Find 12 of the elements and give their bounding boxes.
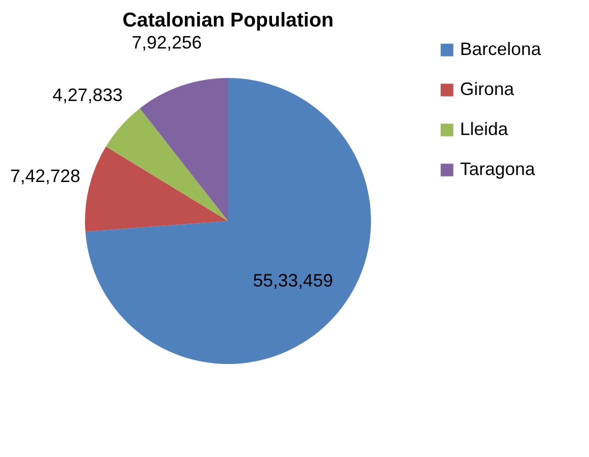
legend-label: Taragona — [460, 159, 536, 179]
pie-slice — [85, 146, 228, 232]
data-label: 55,33,459 — [252, 270, 334, 290]
pie-slice — [106, 108, 228, 221]
pie-slice — [140, 78, 228, 221]
data-label: 7,92,256 — [132, 32, 202, 52]
data-label: 7,42,728 — [10, 166, 80, 186]
data-label: 4,27,833 — [52, 84, 123, 105]
legend-label: Girona — [460, 79, 516, 99]
legend-label: Barcelona — [460, 39, 542, 59]
legend-label: Lleida — [460, 119, 510, 139]
chart-title: Catalonian Population — [122, 9, 334, 32]
